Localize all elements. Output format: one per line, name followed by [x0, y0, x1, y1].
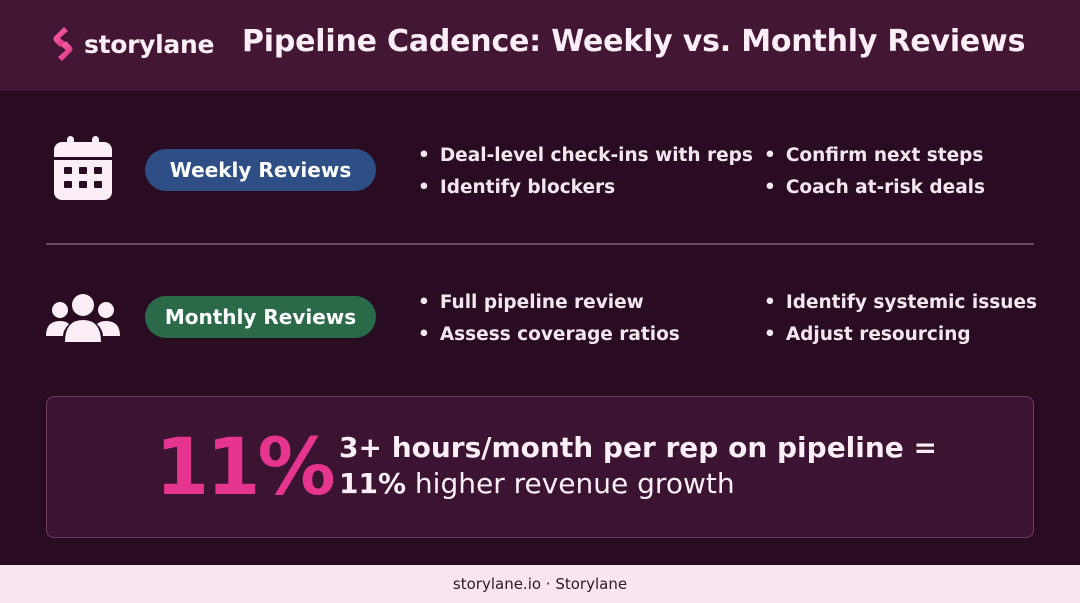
calendar-icon [54, 136, 112, 200]
list-item: • Deal-level check-ins with reps [418, 145, 753, 166]
weekly-reviews-badge: Weekly Reviews [145, 149, 376, 191]
team-icon [46, 294, 120, 342]
section-divider [46, 243, 1034, 245]
brand-name: storylane [84, 29, 215, 59]
stat-subline: 11% higher revenue growth [339, 467, 735, 500]
footer: storylane.io · Storylane [0, 565, 1080, 603]
stat-subline-bold: 11% [339, 467, 407, 500]
list-item: • Confirm next steps [764, 145, 984, 166]
storylane-logo-icon [53, 27, 73, 61]
footer-credit[interactable]: storylane.io · Storylane [452, 575, 628, 593]
list-item: • Full pipeline review [418, 292, 644, 313]
monthly-reviews-badge: Monthly Reviews [145, 296, 376, 338]
list-item: • Identify blockers [418, 177, 616, 198]
list-item: • Coach at-risk deals [764, 177, 986, 198]
stat-percentage: 11% [155, 423, 336, 513]
list-item: • Identify systemic issues [764, 292, 1037, 313]
stat-subline-rest: higher revenue growth [406, 467, 735, 500]
page-title: Pipeline Cadence: Weekly vs. Monthly Rev… [242, 24, 1026, 59]
main-content: Weekly Reviews • Deal-level check-ins wit… [0, 91, 1080, 565]
header: storylane Pipeline Cadence: Weekly vs. M… [0, 0, 1080, 91]
stat-callout: 11% 3+ hours/month per rep on pipeline =… [46, 396, 1034, 538]
brand-logo[interactable]: storylane [50, 25, 214, 63]
stat-headline: 3+ hours/month per rep on pipeline = [339, 431, 938, 464]
list-item: • Assess coverage ratios [418, 324, 680, 345]
list-item: • Adjust resourcing [764, 324, 971, 345]
